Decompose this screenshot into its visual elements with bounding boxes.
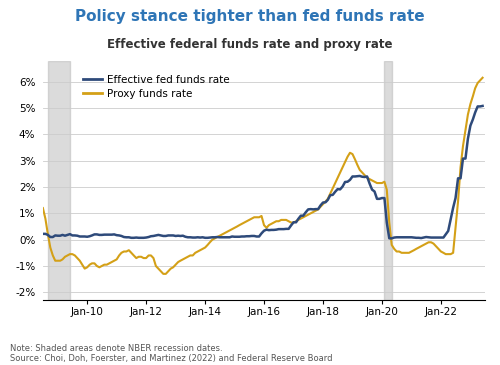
Bar xyxy=(384,61,392,300)
Text: Effective federal funds rate and proxy rate: Effective federal funds rate and proxy r… xyxy=(107,38,393,51)
Legend: Effective fed funds rate, Proxy funds rate: Effective fed funds rate, Proxy funds ra… xyxy=(79,70,234,103)
Text: Note: Shaded areas denote NBER recession dates.
Source: Choi, Doh, Foerster, and: Note: Shaded areas denote NBER recession… xyxy=(10,344,332,363)
Text: Policy stance tighter than fed funds rate: Policy stance tighter than fed funds rat… xyxy=(75,9,425,24)
Bar xyxy=(48,61,70,300)
